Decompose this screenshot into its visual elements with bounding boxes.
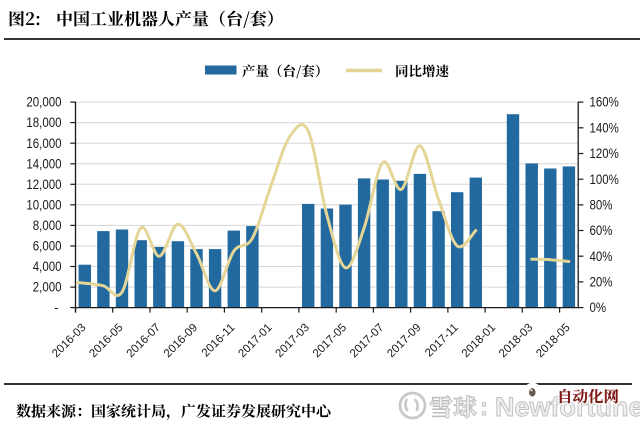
svg-text:60%: 60% bbox=[590, 223, 613, 238]
svg-text:图2:: 图2: bbox=[8, 5, 41, 30]
svg-text:160%: 160% bbox=[590, 95, 619, 110]
svg-text:120%: 120% bbox=[590, 146, 619, 161]
svg-text:8,000: 8,000 bbox=[33, 218, 62, 233]
svg-text:6,000: 6,000 bbox=[33, 239, 62, 254]
svg-text:同比增速: 同比增速 bbox=[395, 60, 449, 80]
svg-text:自动化网: 自动化网 bbox=[557, 385, 619, 407]
svg-text:80%: 80% bbox=[590, 198, 613, 213]
svg-text:14,000: 14,000 bbox=[26, 156, 61, 171]
svg-text:-: - bbox=[54, 300, 58, 315]
svg-text:自动化网: 自动化网 bbox=[557, 385, 619, 407]
svg-text:4,000: 4,000 bbox=[33, 259, 62, 274]
svg-text:雪球: 雪球 bbox=[429, 388, 477, 423]
svg-text:140%: 140% bbox=[590, 120, 619, 135]
svg-text:中国工业机器人产量（台/套）: 中国工业机器人产量（台/套） bbox=[56, 5, 284, 30]
svg-text:16,000: 16,000 bbox=[26, 136, 61, 151]
svg-text:18,000: 18,000 bbox=[26, 115, 61, 130]
svg-text:10,000: 10,000 bbox=[26, 197, 61, 212]
svg-text:12,000: 12,000 bbox=[26, 177, 61, 192]
svg-text::: : bbox=[480, 394, 488, 421]
svg-text:数据来源：国家统计局，广发证券发展研究中心: 数据来源：国家统计局，广发证券发展研究中心 bbox=[16, 401, 333, 422]
svg-text:40%: 40% bbox=[590, 249, 613, 264]
svg-text:Newfortune: Newfortune bbox=[495, 392, 640, 422]
svg-text:2,000: 2,000 bbox=[33, 280, 62, 295]
svg-text:0%: 0% bbox=[590, 300, 607, 315]
svg-text:20,000: 20,000 bbox=[26, 95, 61, 110]
svg-text:20%: 20% bbox=[590, 275, 613, 290]
svg-text:100%: 100% bbox=[590, 172, 619, 187]
svg-text:产量（台/套）: 产量（台/套） bbox=[242, 60, 328, 80]
